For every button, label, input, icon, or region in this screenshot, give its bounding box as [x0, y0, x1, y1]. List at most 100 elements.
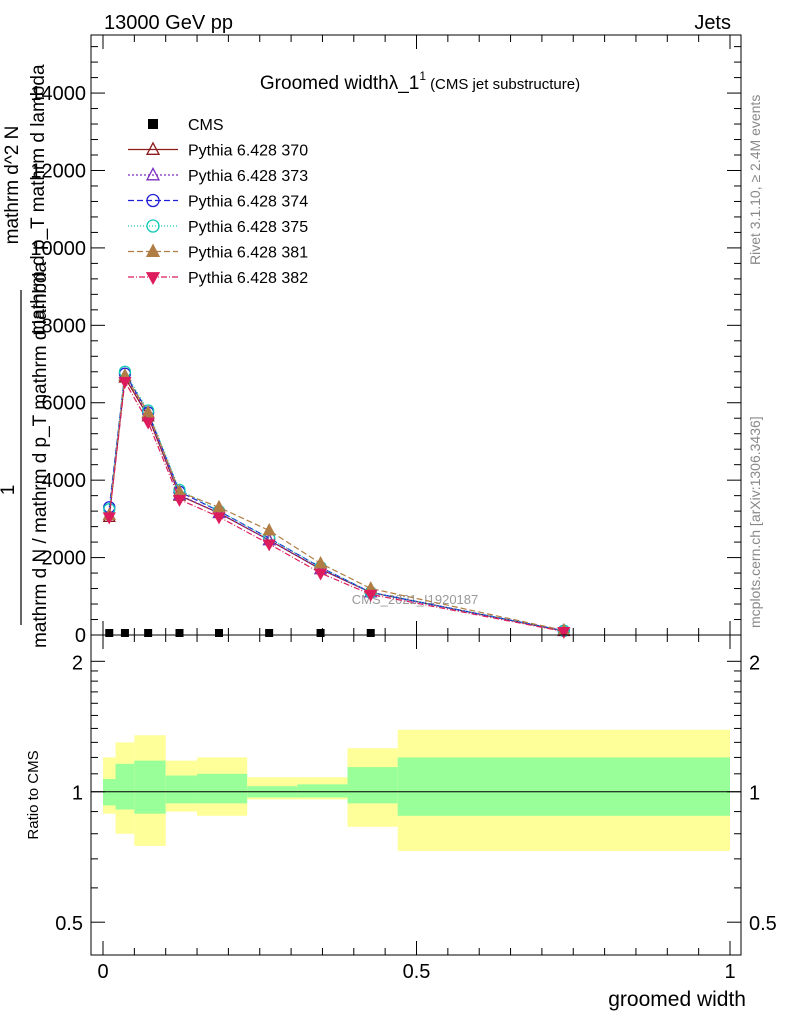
y-tick-label: 0 [75, 625, 86, 647]
marker-triangle-open [145, 141, 161, 155]
marker-square [366, 629, 375, 637]
marker-triangle-filled [313, 555, 328, 569]
y-label-denominator: mathrm d N / mathrm d p_T mathrm d lambd… [30, 262, 51, 649]
marker-triangle-down-filled [118, 376, 132, 389]
rivet-label: Rivet 3.1.10, ≥ 2.4M events [747, 95, 763, 265]
inner-band [165, 775, 198, 804]
y-tick-label: 8000 [42, 315, 87, 337]
y-tick-label: 14000 [30, 83, 86, 105]
main-y-axis: 0 2000 4000 6000 8000 10000 12000 14000 [30, 46, 741, 647]
marker-square [105, 629, 114, 637]
ratio-y-tick-label: 1 [72, 783, 83, 805]
plot-title-symbol: λ_1 [389, 73, 420, 94]
marker-triangle-down-filled [145, 272, 161, 285]
marker-triangle-open [145, 167, 161, 181]
x-tick-label: 0.5 [403, 961, 431, 983]
legend-label: Pythia 6.428 370 [188, 143, 308, 160]
ratio-y-tick-label: 0.5 [55, 913, 83, 935]
marker-circle-open [146, 219, 160, 233]
marker-square [175, 629, 184, 637]
marker-triangle-filled [212, 499, 226, 513]
main-plot: 0 2000 4000 6000 8000 10000 12000 14000 CMS_202… [0, 34, 742, 648]
marker-triangle-filled [141, 404, 155, 418]
y-label-numerator-denominator: mathrm d p_T mathrm d lambda [28, 64, 49, 335]
legend-label: Pythia 6.428 374 [188, 194, 308, 211]
series-line [108, 369, 564, 632]
marker-triangle-down-filled [141, 417, 155, 430]
x-tick-label: 1 [724, 961, 735, 983]
legend-item: CMS [148, 117, 224, 134]
main-x-axis-ticks [102, 35, 731, 635]
series-0 [105, 629, 375, 637]
ratio-y-tick-label-right: 2 [749, 652, 760, 674]
series-1 [102, 370, 571, 637]
plot-title-superscript: 1 [419, 69, 426, 83]
marker-square [148, 119, 158, 129]
inner-band [397, 757, 730, 816]
ratio-plot: 0.5 0.51 12 2 0 0.5 1 Ratio to CMS groomed wi… [25, 634, 777, 1011]
y-label-one: 1 [0, 485, 19, 496]
legend: CMS Pythia 6.428 370 Pythia 6.428 373 Pythi… [128, 117, 308, 287]
marker-triangle-down-filled [557, 627, 571, 639]
y-tick-label: 12000 [30, 160, 86, 182]
process-label: Jets [694, 12, 731, 34]
marker-triangle-down-filled [262, 539, 276, 552]
marker-square [316, 629, 325, 637]
x-tick-label: 0 [97, 961, 108, 983]
watermark: CMS_2021_I1920187 [352, 592, 479, 607]
plot-subtitle: (CMS jet substructure) [430, 76, 580, 93]
marker-triangle-down-filled [313, 568, 328, 581]
marker-triangle-down-filled [212, 512, 226, 525]
marker-square [144, 629, 153, 637]
inner-band [115, 763, 135, 810]
marker-circle-open [146, 193, 160, 208]
marker-triangle-filled [262, 523, 276, 536]
inner-band [134, 760, 166, 814]
y-tick-label: 2000 [42, 548, 87, 570]
y-tick-label: 10000 [30, 238, 86, 260]
x-axis-label: groomed width [608, 988, 746, 1011]
series-2 [102, 368, 571, 636]
plot-title-main: Groomed width [260, 73, 389, 94]
series-5 [102, 368, 571, 636]
inner-band [347, 767, 398, 804]
legend-label: Pythia 6.428 382 [188, 270, 308, 287]
marker-triangle-down-filled [102, 512, 116, 525]
main-series [102, 365, 571, 639]
legend-item: Pythia 6.428 375 [128, 219, 308, 236]
marker-triangle-down-filled [364, 589, 378, 602]
ratio-y-axis: 0.5 0.5 1 1 2 2 [55, 652, 777, 935]
series-6 [102, 376, 571, 639]
legend-label: CMS [188, 117, 224, 134]
ratio-y-tick-label-right: 0.5 [749, 913, 777, 935]
inner-band [297, 784, 348, 798]
legend-item: Pythia 6.428 370 [128, 141, 308, 160]
ratio-y-tick-label-right: 1 [749, 783, 760, 805]
main-y-label: mathrm d N / mathrm d p_T mathrm d lambd… [0, 64, 51, 648]
legend-label: Pythia 6.428 381 [188, 245, 308, 262]
legend-item: Pythia 6.428 382 [128, 270, 308, 287]
y-label-numerator: mathrm d^2 N [2, 126, 23, 245]
marker-square [120, 629, 129, 637]
legend-item: Pythia 6.428 381 [128, 243, 308, 262]
legend-label: Pythia 6.428 375 [188, 219, 308, 236]
legend-label: Pythia 6.428 373 [188, 168, 308, 185]
ratio-y-label: Ratio to CMS [25, 750, 42, 839]
marker-triangle-filled [145, 243, 161, 257]
series-line [108, 375, 564, 632]
plot-title: Groomed widthλ_11 (CMS jet substructure) [260, 69, 580, 94]
legend-item: Pythia 6.428 374 [128, 194, 308, 211]
y-tick-label: 4000 [42, 470, 87, 492]
y-tick-label: 6000 [42, 393, 87, 415]
ratio-x-axis: 0 0.5 1 [97, 635, 736, 983]
marker-square [265, 629, 274, 637]
mcplots-label: mcplots.cern.ch [arXiv:1306.3436] [747, 416, 763, 628]
marker-square [214, 629, 223, 637]
ratio-y-tick-label: 2 [72, 652, 83, 674]
series-3 [103, 367, 570, 637]
energy-label: 13000 GeV pp [104, 12, 233, 34]
series-4 [103, 365, 570, 637]
marker-triangle-down-filled [172, 495, 187, 507]
inner-band [197, 773, 248, 804]
